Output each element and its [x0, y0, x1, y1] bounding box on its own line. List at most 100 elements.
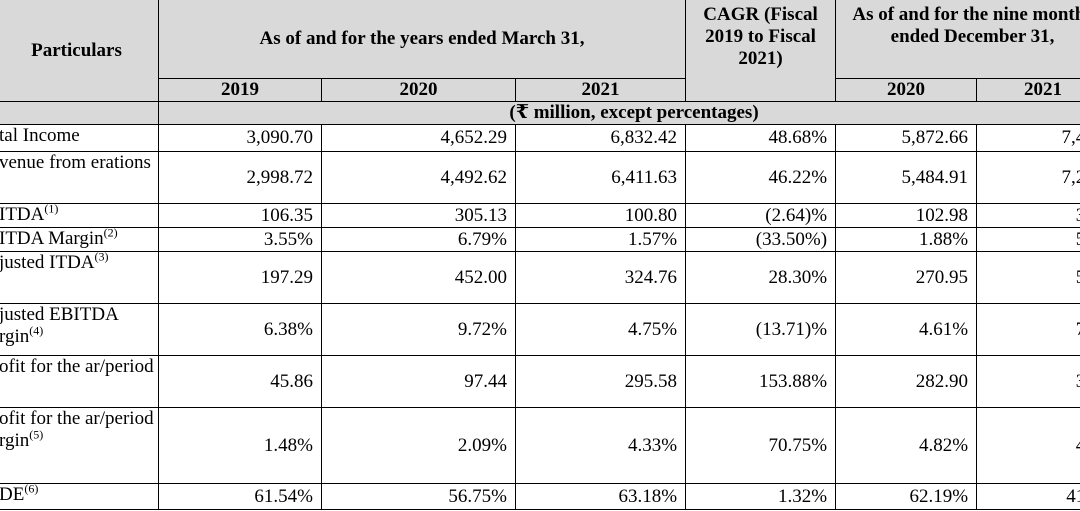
- row-label: justed EBITDA rgin(4): [0, 303, 159, 356]
- table-cell: 270.95: [835, 251, 978, 304]
- row-label: justed ITDA(3): [0, 251, 159, 304]
- table-cell: 2,998.72: [158, 151, 322, 204]
- table-cell: 9.72%: [321, 303, 516, 356]
- table-cell: 6,832.42: [514, 124, 687, 152]
- table-cell: 4,492.62: [321, 151, 516, 204]
- table-row: tal Income 3,090.70 4,652.29 6,832.42 48.68%…: [0, 124, 1080, 152]
- row-label-text: justed EBITDA rgin: [0, 304, 118, 348]
- table-cell: 4.82%: [835, 407, 978, 484]
- table-row: venue from erations 2,998.72 4,492.62 6,411…: [0, 151, 1080, 204]
- row-label: tal Income: [0, 124, 159, 152]
- row-label: ofit for the ar/period rgin(5): [0, 407, 159, 484]
- table-cell: 4.33%: [514, 407, 687, 484]
- table-cell: 452.00: [321, 251, 516, 304]
- table-cell: 41.53: [976, 483, 1080, 510]
- table-cell: 106.35: [158, 203, 322, 228]
- header-particulars: Particulars: [0, 0, 159, 102]
- nine-month-2020: 2020: [835, 78, 978, 102]
- table-cell: 3,090.70: [158, 124, 322, 152]
- table-row: DE(6)61.54%56.75%63.18%1.32%62.19%41.53: [0, 483, 1080, 510]
- table-cell: 4.43: [976, 407, 1080, 484]
- table-row: justed ITDA(3) 197.29 452.00 324.76 28.30% 27…: [0, 251, 1080, 304]
- table-cell: 387.: [976, 203, 1080, 228]
- row-label: ITDA(1): [0, 203, 159, 228]
- table-cell: 1.48%: [158, 407, 322, 484]
- table-cell: 28.30%: [685, 251, 837, 304]
- table-cell: 62.19%: [835, 483, 978, 510]
- table-cell: 153.88%: [685, 355, 837, 408]
- table-cell: 4.75%: [514, 303, 687, 356]
- table-cell: 331.: [976, 355, 1080, 408]
- row-label: ofit for the ar/period: [0, 355, 159, 408]
- table-cell: 3.55%: [158, 227, 322, 252]
- row-label-text: ofit for the ar/period rgin: [0, 408, 154, 452]
- header-cagr: CAGR (Fiscal 2019 to Fiscal 2021): [685, 0, 837, 102]
- year-2021: 2021: [514, 78, 687, 102]
- units-empty-cell: [0, 101, 159, 125]
- table-cell: 100.80: [514, 203, 687, 228]
- table-cell: 6.38%: [158, 303, 322, 356]
- table-cell: 4.61%: [835, 303, 978, 356]
- row-label-text: ofit for the ar/period: [0, 356, 154, 378]
- table-cell: 7,282.: [976, 151, 1080, 204]
- footnote-marker: (4): [29, 323, 44, 338]
- table-cell: 1.88%: [835, 227, 978, 252]
- table-cell: 6.79%: [321, 227, 516, 252]
- header-nine-months: As of and for the nine months ended Dece…: [835, 0, 1080, 79]
- table-cell: 5.32: [976, 227, 1080, 252]
- footnote-marker: (5): [29, 427, 44, 442]
- header-years-ended: As of and for the years ended March 31,: [157, 0, 687, 79]
- row-label: DE(6): [0, 483, 159, 510]
- table-cell: 597.: [976, 251, 1080, 304]
- row-label-text: justed ITDA: [0, 252, 95, 274]
- table-cell: 102.98: [835, 203, 978, 228]
- table-cell: 5,872.66: [835, 124, 978, 152]
- table-row: ITDA Margin(2) 3.55% 6.79% 1.57% (33.50%) 1.8…: [0, 227, 1080, 252]
- footnote-marker: (2): [103, 227, 118, 240]
- row-label: venue from erations: [0, 151, 159, 204]
- table-cell: 97.44: [321, 355, 516, 408]
- footnote-marker: (6): [24, 483, 39, 496]
- table-cell: 7.98: [976, 303, 1080, 356]
- table-cell: 2.09%: [321, 407, 516, 484]
- table-cell: 63.18%: [514, 483, 687, 510]
- row-label-text: ITDA: [0, 204, 45, 226]
- row-label: ITDA Margin(2): [0, 227, 159, 252]
- table-cell: 282.90: [835, 355, 978, 408]
- header-cagr-text: CAGR (Fiscal 2019 to Fiscal 2021): [703, 4, 818, 69]
- table-cell: (13.71)%: [685, 303, 837, 356]
- row-label-text: DE: [0, 484, 25, 506]
- table-cell: (2.64)%: [685, 203, 837, 228]
- table-row: justed EBITDA rgin(4) 6.38% 9.72% 4.75% (13.…: [0, 303, 1080, 356]
- footnote-marker: (3): [94, 251, 109, 264]
- year-2020: 2020: [321, 78, 516, 102]
- table-cell: 295.58: [514, 355, 687, 408]
- table-cell: 48.68%: [685, 124, 837, 152]
- table-cell: 70.75%: [685, 407, 837, 484]
- table-cell: 197.29: [158, 251, 322, 304]
- table-row: ofit for the ar/period 45.86 97.44 295.58 15…: [0, 355, 1080, 408]
- table-row: ITDA(1)106.35305.13100.80(2.64)%102.9838…: [0, 203, 1080, 228]
- table-cell: 4,652.29: [321, 124, 516, 152]
- table-cell: 1.32%: [685, 483, 837, 510]
- table-cell: 5,484.91: [835, 151, 978, 204]
- units-label: (₹ million, except percentages): [157, 101, 1080, 125]
- table-cell: (33.50%): [685, 227, 837, 252]
- table-row: ofit for the ar/period rgin(5) 1.48% 2.09%…: [0, 407, 1080, 484]
- footnote-marker: (1): [44, 203, 59, 216]
- table-cell: 45.86: [158, 355, 322, 408]
- nine-month-2021: 2021: [976, 78, 1080, 102]
- table-cell: 305.13: [321, 203, 516, 228]
- row-label-text: venue from erations: [0, 152, 151, 174]
- table-cell: 46.22%: [685, 151, 837, 204]
- row-label-text: tal Income: [0, 125, 80, 147]
- table-cell: 7,492.: [976, 124, 1080, 152]
- table-cell: 6,411.63: [514, 151, 687, 204]
- row-label-text: ITDA Margin: [0, 228, 104, 250]
- table-cell: 61.54%: [158, 483, 322, 510]
- table-cell: 56.75%: [321, 483, 516, 510]
- table-cell: 1.57%: [514, 227, 687, 252]
- year-2019: 2019: [158, 78, 322, 102]
- table-cell: 324.76: [514, 251, 687, 304]
